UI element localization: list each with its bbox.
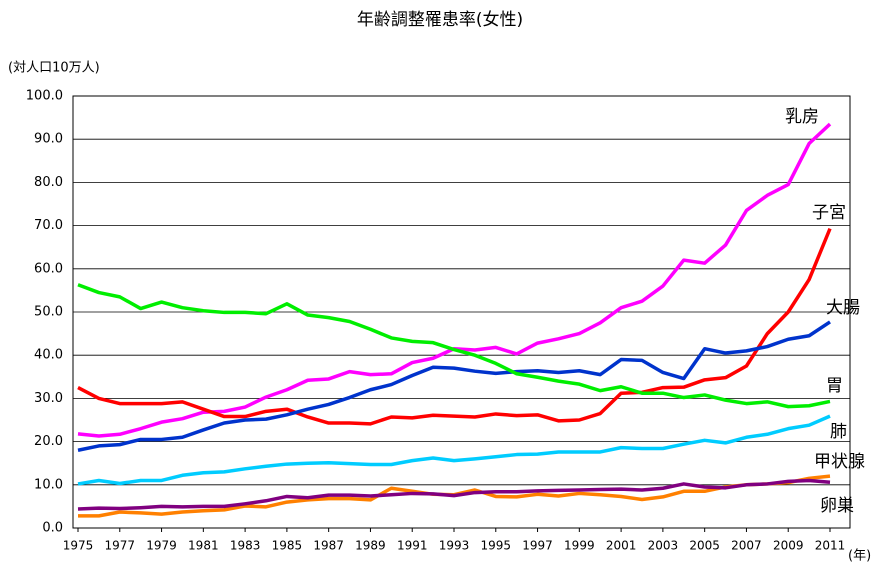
- x-tick-label: 1995: [481, 539, 512, 553]
- x-tick-label: 2001: [606, 539, 637, 553]
- x-tick-label: 2005: [689, 539, 720, 553]
- x-tick-label: 2011: [815, 539, 846, 553]
- x-axis-label: (年): [848, 549, 871, 564]
- series-label: 甲状腺: [814, 452, 865, 472]
- y-tick-label: 70.0: [34, 218, 63, 233]
- y-tick-label: 80.0: [34, 175, 63, 190]
- x-tick-label: 1991: [397, 539, 428, 553]
- series-label: 乳房: [785, 107, 819, 127]
- y-tick-label: 50.0: [34, 305, 63, 320]
- x-tick-label: 1983: [230, 539, 261, 553]
- x-tick-label: 1989: [355, 539, 386, 553]
- series-line: [77, 320, 831, 452]
- series-line: [77, 414, 831, 486]
- y-tick-label: 100.0: [26, 89, 63, 104]
- x-tick-label: 1977: [105, 539, 136, 553]
- series-label: 肺: [830, 422, 847, 442]
- y-tick-label: 40.0: [34, 348, 63, 363]
- x-tick-label: 2003: [648, 539, 679, 553]
- x-tick-label: 2009: [773, 539, 804, 553]
- series-line: [77, 478, 831, 511]
- y-tick-label: 20.0: [34, 434, 63, 449]
- y-axis-label: (対人口10万人): [8, 61, 100, 76]
- y-tick-label: 30.0: [34, 391, 63, 406]
- series-label: 大腸: [826, 298, 860, 318]
- series-label: 胃: [826, 376, 843, 396]
- x-tick-label: 1981: [188, 539, 219, 553]
- x-tick-label: 2007: [731, 539, 762, 553]
- chart-title: 年齢調整罹患率(女性): [357, 10, 523, 30]
- series-label: 卵巣: [820, 496, 854, 516]
- y-tick-label: 60.0: [34, 261, 63, 276]
- x-tick-label: 1997: [522, 539, 553, 553]
- x-tick-label: 1985: [272, 539, 303, 553]
- x-tick-label: 1975: [63, 539, 94, 553]
- y-tick-label: 90.0: [34, 132, 63, 147]
- series-line: [77, 227, 832, 426]
- x-tick-label: 1999: [564, 539, 595, 553]
- y-tick-label: 0.0: [42, 521, 63, 536]
- y-tick-label: 10.0: [34, 477, 63, 492]
- x-tick-label: 1979: [146, 539, 177, 553]
- x-tick-label: 1993: [439, 539, 470, 553]
- x-tick-label: 1987: [313, 539, 344, 553]
- series-label: 子宮: [812, 203, 846, 223]
- series-line: [77, 283, 831, 409]
